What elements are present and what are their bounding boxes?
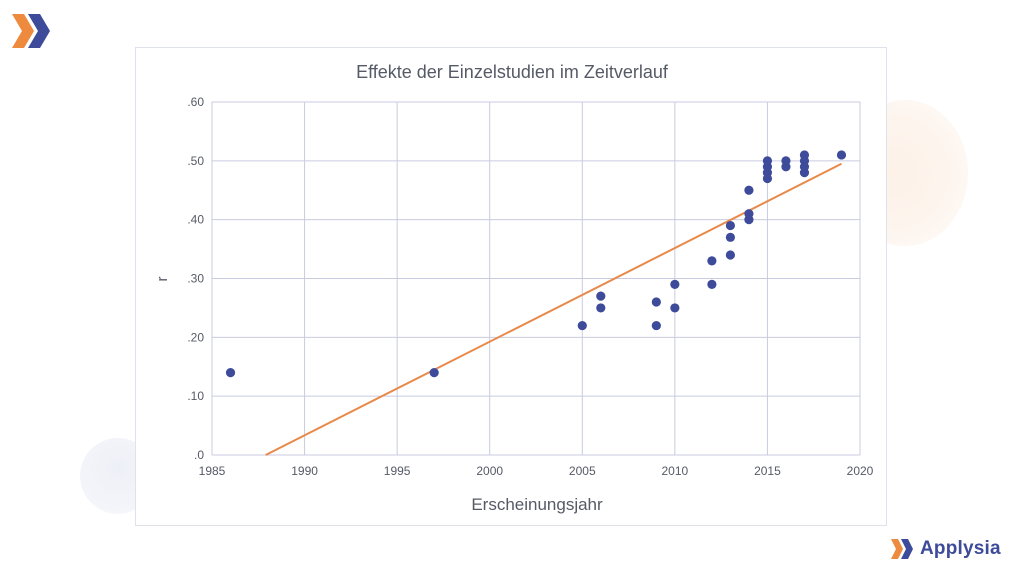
y-tick-label: .50 [187, 154, 204, 168]
data-point [744, 185, 754, 195]
data-point [225, 368, 236, 378]
data-points [225, 150, 847, 378]
x-tick-label: 2000 [476, 464, 503, 478]
chart-card: .0 .10 .20 .30 .40 .50 .60 1985 1990 1995 2000 2005… [135, 47, 887, 526]
data-point [725, 232, 736, 242]
axis-ticks: .0 .10 .20 .30 .40 .50 .60 1985 1990 1995 2000 2005… [187, 95, 873, 478]
double-chevron-logo-icon [12, 14, 50, 48]
data-point [799, 168, 810, 178]
y-tick-label: .0 [194, 448, 204, 462]
data-point [781, 162, 791, 172]
data-point [744, 215, 754, 225]
scatter-chart: .0 .10 .20 .30 .40 .50 .60 1985 1990 1995 2000 2005… [154, 62, 874, 514]
grid-lines [211, 101, 861, 456]
x-tick-label: 1995 [384, 464, 411, 478]
y-tick-label: .10 [187, 389, 204, 403]
data-point [725, 220, 736, 231]
data-point [707, 256, 717, 266]
y-axis-label: r [154, 277, 171, 282]
data-point [725, 250, 736, 260]
chart-title: Effekte der Einzelstudien im Zeitverlauf [356, 62, 669, 82]
data-point [762, 173, 773, 184]
trendline-layer [265, 162, 842, 456]
y-tick-label: .40 [187, 213, 204, 227]
data-point [670, 303, 680, 313]
brand-chevron-icon [891, 539, 913, 559]
data-point [596, 291, 606, 301]
x-tick-label: 2015 [754, 464, 781, 478]
data-point [429, 368, 439, 378]
x-axis-label: Erscheinungsjahr [471, 495, 603, 514]
x-tick-label: 2020 [847, 464, 874, 478]
data-point [670, 279, 680, 289]
data-point [836, 150, 847, 160]
trendline [265, 162, 842, 456]
data-point [577, 320, 587, 331]
x-tick-label: 2005 [569, 464, 596, 478]
brand-name: Applysia [920, 538, 1001, 559]
data-point [596, 303, 606, 313]
brand-logo: Applysia [890, 537, 1001, 561]
x-tick-label: 1990 [291, 464, 318, 478]
data-point [651, 320, 661, 331]
data-point [707, 279, 717, 289]
data-point [651, 297, 661, 307]
y-tick-label: .60 [187, 95, 204, 109]
x-tick-label: 1985 [199, 464, 226, 478]
x-tick-label: 2010 [662, 464, 689, 478]
y-tick-label: .20 [187, 330, 204, 344]
y-tick-label: .30 [187, 272, 204, 286]
